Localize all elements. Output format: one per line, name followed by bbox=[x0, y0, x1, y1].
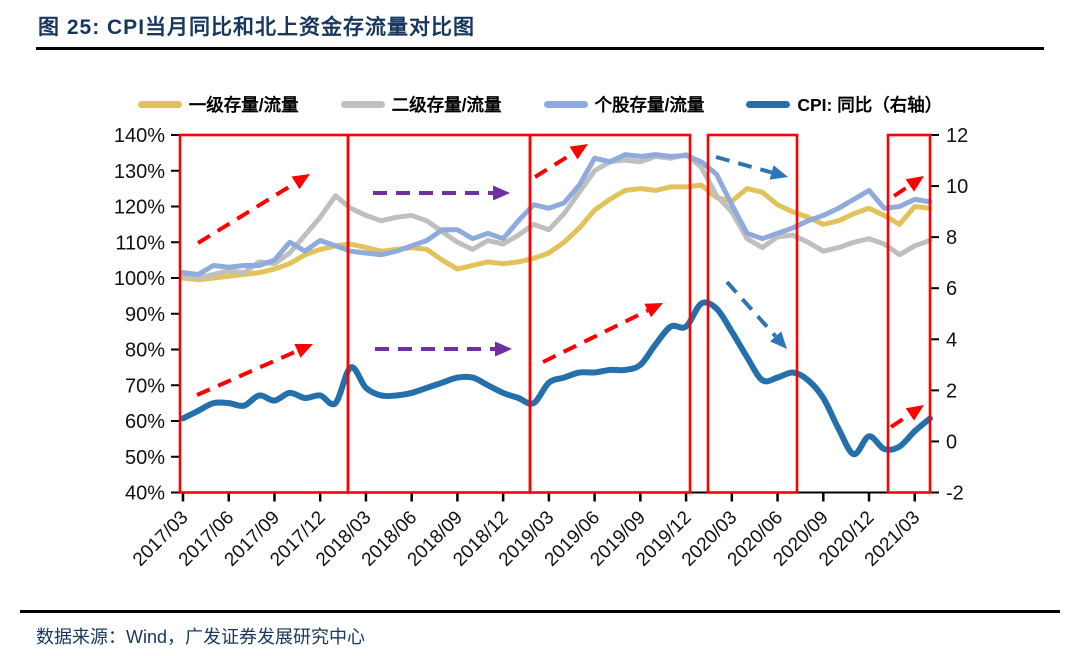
series-line-0 bbox=[180, 182, 933, 283]
y-right-tick-label: 4 bbox=[946, 329, 957, 351]
figure-title: 图 25: CPI当月同比和北上资金存流量对比图 bbox=[38, 16, 476, 39]
y-right-tick-label: 2 bbox=[946, 380, 957, 402]
legend-label: 二级存量/流量 bbox=[391, 95, 502, 115]
trend-arrow-line-5 bbox=[533, 151, 575, 179]
highlight-box-3 bbox=[528, 133, 692, 494]
trend-arrow-head-4 bbox=[495, 341, 512, 357]
chart-legend: 一级存量/流量 二级存量/流量 个股存量/流量 CPI: 同比（右轴） bbox=[0, 92, 1080, 117]
y-left-tick-label: 40% bbox=[125, 483, 165, 505]
y-right-tick-label: 10 bbox=[946, 176, 968, 198]
y-left-tick-label: 60% bbox=[125, 411, 165, 433]
trend-arrow-line-10 bbox=[889, 412, 911, 429]
highlight-box-2 bbox=[346, 133, 532, 494]
highlight-box-4 bbox=[706, 133, 799, 494]
series-line-3 bbox=[180, 299, 933, 458]
y-left-tick-label: 130% bbox=[114, 161, 165, 183]
legend-label: 个股存量/流量 bbox=[594, 95, 705, 115]
legend-item-0: 一级存量/流量 bbox=[137, 92, 299, 117]
trend-arrow-head-10 bbox=[905, 405, 924, 421]
legend-swatch bbox=[746, 101, 791, 108]
trend-arrow-head-5 bbox=[569, 144, 588, 160]
legend-swatch bbox=[543, 101, 588, 108]
legend-item-2: 个股存量/流量 bbox=[543, 92, 705, 117]
trend-arrow-head-9 bbox=[905, 176, 924, 192]
trend-arrow-head-2 bbox=[294, 343, 313, 358]
title-rule bbox=[36, 47, 1044, 50]
trend-arrow-line-6 bbox=[542, 308, 649, 364]
y-left-tick-label: 70% bbox=[125, 375, 165, 397]
y-right-tick-label: -2 bbox=[946, 483, 964, 505]
trend-arrow-line-2 bbox=[196, 349, 299, 397]
legend-swatch bbox=[340, 101, 385, 108]
data-source: 数据来源：Wind，广发证券发展研究中心 bbox=[36, 627, 366, 647]
legend-label: CPI: 同比（右轴） bbox=[797, 95, 943, 115]
highlight-box-5 bbox=[886, 133, 932, 494]
series-line-2 bbox=[180, 152, 933, 277]
legend-label: 一级存量/流量 bbox=[188, 95, 299, 115]
trend-arrow-line-9 bbox=[892, 183, 911, 198]
trend-arrow-head-8 bbox=[770, 331, 787, 349]
y-left-tick-label: 140% bbox=[114, 125, 165, 147]
y-right-tick-label: 12 bbox=[946, 125, 968, 147]
trend-arrow-line-1 bbox=[196, 181, 297, 245]
legend-item-3: CPI: 同比（右轴） bbox=[746, 92, 942, 117]
y-left-tick-label: 90% bbox=[125, 304, 165, 326]
y-right-tick-label: 8 bbox=[946, 227, 957, 249]
trend-arrow-line-7 bbox=[715, 155, 773, 175]
y-left-tick-label: 110% bbox=[115, 232, 165, 254]
y-right-tick-label: 0 bbox=[946, 431, 957, 453]
footer-rule bbox=[20, 610, 1060, 613]
y-right-tick-label: 6 bbox=[946, 278, 957, 300]
trend-arrow-head-7 bbox=[769, 165, 788, 180]
y-left-tick-label: 120% bbox=[114, 197, 165, 219]
series-line-1 bbox=[180, 152, 933, 281]
trend-arrow-head-6 bbox=[644, 303, 663, 318]
trend-arrow-head-1 bbox=[291, 174, 310, 190]
trend-arrow-head-3 bbox=[493, 185, 510, 201]
legend-item-1: 二级存量/流量 bbox=[340, 92, 502, 117]
highlight-box-1 bbox=[178, 133, 350, 494]
y-left-tick-label: 80% bbox=[125, 340, 165, 362]
y-left-tick-label: 100% bbox=[114, 268, 165, 290]
trend-arrow-line-8 bbox=[725, 280, 778, 338]
legend-swatch bbox=[137, 101, 182, 108]
y-left-tick-label: 50% bbox=[125, 447, 165, 469]
